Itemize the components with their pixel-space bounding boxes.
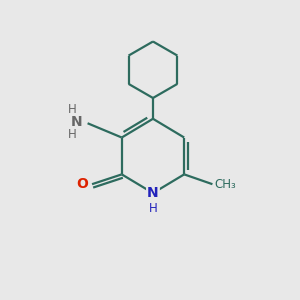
- Text: N: N: [71, 115, 83, 129]
- Text: N: N: [147, 186, 159, 200]
- Text: CH₃: CH₃: [215, 178, 236, 191]
- Text: H: H: [68, 103, 77, 116]
- Text: O: O: [76, 177, 88, 191]
- Text: H: H: [68, 128, 77, 141]
- Text: H: H: [148, 202, 157, 215]
